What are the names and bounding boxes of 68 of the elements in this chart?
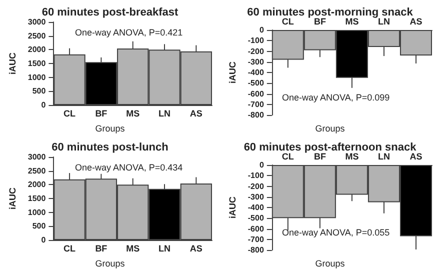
y-tick-label: -700 [248,100,264,109]
x-tick-label: CL [64,108,76,118]
x-tick-label: LN [158,108,171,118]
x-tick-label: BF [314,16,326,26]
y-axis-title: iAUC [228,196,238,218]
chart-title: 60 minutes post-lunch [52,142,169,154]
x-tick-label: CL [282,152,294,162]
x-tick-label: CL [64,244,76,254]
y-tick-label: 1000 [28,208,46,217]
y-tick-label: -200 [248,182,264,191]
x-tick-label: CL [282,16,294,26]
y-tick-label: 500 [32,222,46,231]
x-tick-label: MS [126,244,140,254]
x-tick-label: BF [314,152,326,162]
x-tick-label: AS [190,244,202,254]
y-tick-label: -700 [248,234,264,244]
x-tick-label: AS [410,152,422,162]
chart-title: 60 minutes post-afternoon snack [244,142,418,154]
y-tick-label: -500 [248,78,264,88]
x-axis-title: Groups [315,124,346,134]
y-tick-label: -600 [248,89,264,98]
x-tick-label: LN [378,152,390,162]
y-axis-title: iAUC [228,61,238,84]
y-axis-title: iAUC [8,187,18,210]
annotation: One-way ANOVA, P=0.055 [282,228,390,238]
y-tick-label: -600 [248,224,264,234]
y-tick-label: -300 [248,57,264,66]
y-tick-label: 500 [32,86,46,96]
y-tick-label: -100 [248,36,264,46]
y-tick-label: -500 [248,214,264,223]
y-tick-label: 1000 [28,72,46,82]
y-tick-label: 2500 [28,31,46,40]
y-tick-label: 0 [41,236,46,244]
y-tick-label: -800 [248,246,264,254]
x-tick-label: BF [95,244,108,254]
x-axis-title: Groups [315,258,346,268]
y-tick-label: 1500 [28,59,46,68]
x-tick-label: BF [95,108,108,118]
y-tick-label: -400 [248,203,264,212]
annotation: One-way ANOVA, P=0.099 [282,92,390,102]
annotation: One-way ANOVA, P=0.434 [75,162,183,172]
y-tick-label: 3000 [28,18,46,26]
x-axis-title: Groups [95,124,126,134]
x-tick-label: MS [126,108,140,118]
annotation: One-way ANOVA, P=0.421 [75,28,183,38]
chart-title: 60 minutes post-morning snack [247,6,414,18]
y-tick-label: 3000 [28,152,46,162]
y-axis-title: iAUC [8,52,18,74]
x-axis-title: Groups [95,258,126,268]
y-tick-label: -200 [248,46,264,56]
y-tick-label: -400 [248,68,264,77]
x-tick-label: LN [378,16,390,26]
x-tick-label: AS [190,108,202,118]
x-tick-label: MS [345,152,359,162]
x-tick-label: AS [410,16,422,26]
y-tick-label: 1500 [28,194,46,203]
y-tick-label: -100 [248,171,264,180]
x-tick-label: MS [345,16,359,26]
y-tick-label: -800 [248,110,264,120]
x-tick-label: LN [158,244,171,254]
y-tick-label: 2000 [28,45,46,54]
y-tick-label: 0 [259,26,264,34]
y-tick-label: -300 [248,192,264,202]
y-tick-label: 2500 [28,166,46,176]
chart-title: 60 minutes post-breakfast [42,6,178,18]
y-tick-label: 0 [41,100,46,110]
y-tick-label: 0 [259,160,264,170]
y-tick-label: 2000 [28,180,46,190]
